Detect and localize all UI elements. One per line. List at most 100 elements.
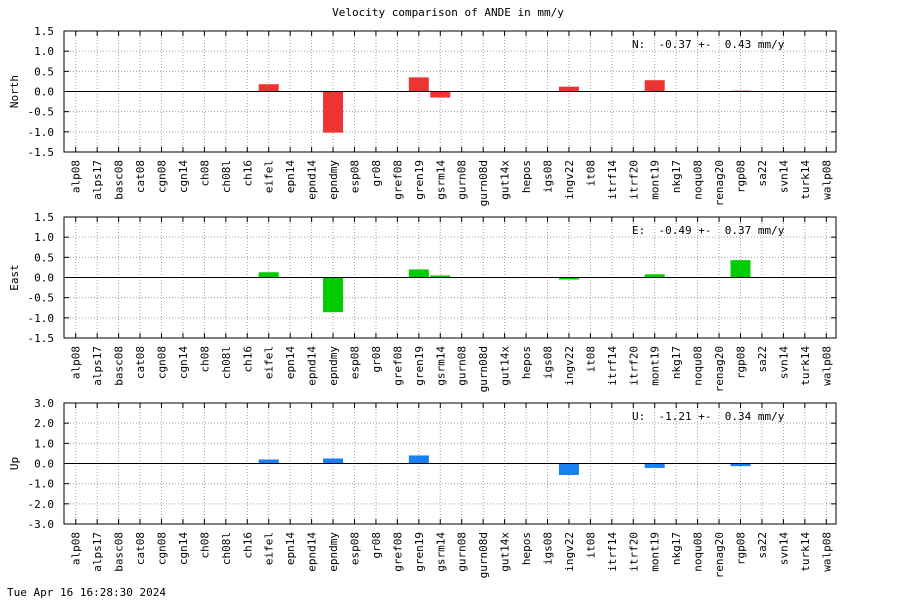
panels: -1.5 -1.0 -0.5 0.0 0.5 1.0 1.5 alp08 alps17 basc0… xyxy=(8,25,837,578)
bar-gren19 xyxy=(408,455,429,464)
x-tick-label: gut14x xyxy=(499,160,512,200)
x-tick-label: noqu08 xyxy=(692,346,705,386)
x-tick-label: itrf14 xyxy=(606,160,619,200)
chart-title: Velocity comparison of ANDE in mm/y xyxy=(332,6,564,19)
x-tick-label: rgp08 xyxy=(735,160,748,193)
bar-mont19 xyxy=(644,274,665,278)
x-tick-label: cgn14 xyxy=(177,346,190,379)
y-tick-label: 1.0 xyxy=(34,45,54,58)
x-tick-label: nkg17 xyxy=(670,346,683,379)
bar-gren19 xyxy=(408,269,429,278)
x-tick-label: epnd14 xyxy=(306,346,319,386)
x-tick-label: it08 xyxy=(584,160,597,187)
x-tick-label: esp08 xyxy=(349,160,362,193)
x-tick-label: alp08 xyxy=(70,346,83,379)
bar-epndmy xyxy=(323,458,344,464)
x-tick-label: epn14 xyxy=(284,532,297,565)
x-tick-label: gut14x xyxy=(499,532,512,572)
x-tick-label: it08 xyxy=(584,532,597,559)
x-tick-label: gref08 xyxy=(391,346,404,386)
x-tick-label: gref08 xyxy=(391,160,404,200)
x-tick-label: mont19 xyxy=(649,532,662,572)
bar-gsrm14 xyxy=(430,91,451,98)
x-tick-label: epnd14 xyxy=(306,160,319,200)
y-tick-label: -2.0 xyxy=(28,498,55,511)
x-tick-label: ch08l xyxy=(220,346,233,379)
x-tick-label: eifel xyxy=(263,160,276,193)
y-tick-label: 1.5 xyxy=(34,25,54,38)
x-tick-label: epndmy xyxy=(327,532,340,572)
x-tick-label: alps17 xyxy=(91,532,104,572)
x-tick-label: igs08 xyxy=(542,346,555,379)
y-tick-label: 0.0 xyxy=(34,86,54,99)
x-tick-label: gren19 xyxy=(413,532,426,572)
x-tick-label: esp08 xyxy=(349,532,362,565)
x-tick-label: sa22 xyxy=(756,346,769,373)
y-tick-label: -1.5 xyxy=(28,146,55,159)
x-tick-label: epndmy xyxy=(327,160,340,200)
bar-ingv22 xyxy=(558,277,579,280)
x-tick-label: ingv22 xyxy=(563,346,576,386)
x-tick-label: alps17 xyxy=(91,160,104,200)
x-tick-label: gr08 xyxy=(370,160,383,187)
x-tick-label: igs08 xyxy=(542,160,555,193)
y-tick-label: 0.0 xyxy=(34,272,54,285)
x-tick-label: eifel xyxy=(263,346,276,379)
bar-mont19 xyxy=(644,463,665,468)
x-tick-label: hepos xyxy=(520,160,533,193)
x-tick-label: ch16 xyxy=(241,532,254,559)
x-tick-label: it08 xyxy=(584,346,597,373)
bar-gren19 xyxy=(408,77,429,92)
x-tick-label: gsrm14 xyxy=(434,160,447,200)
x-tick-label: gurn08 xyxy=(456,160,469,200)
y-tick-label: 2.0 xyxy=(34,417,54,430)
bar-epndmy xyxy=(323,277,344,313)
x-tick-label: alp08 xyxy=(70,532,83,565)
x-tick-label: alp08 xyxy=(70,160,83,193)
x-tick-label: epndmy xyxy=(327,346,340,386)
x-tick-label: mont19 xyxy=(649,160,662,200)
panel-east: -1.5 -1.0 -0.5 0.0 0.5 1.0 1.5 alp08 alps17 basc0… xyxy=(8,211,837,392)
x-tick-label: eifel xyxy=(263,532,276,565)
x-tick-label: rgp08 xyxy=(735,532,748,565)
x-tick-label: alps17 xyxy=(91,346,104,386)
bar-eifel xyxy=(258,459,279,464)
y-tick-label: -0.5 xyxy=(28,106,55,119)
x-tick-label: epnd14 xyxy=(306,532,319,572)
y-tick-label: -3.0 xyxy=(28,518,55,531)
x-tick-label: ch08 xyxy=(198,346,211,373)
x-tick-label: epn14 xyxy=(284,346,297,379)
x-tick-label: epn14 xyxy=(284,160,297,193)
y-tick-label: -1.0 xyxy=(28,312,55,325)
x-tick-label: gurn08 xyxy=(456,532,469,572)
x-tick-label: cgn14 xyxy=(177,160,190,193)
y-tick-label: 1.0 xyxy=(34,437,54,450)
x-tick-label: cgn14 xyxy=(177,532,190,565)
y-tick-label: 0.5 xyxy=(34,251,54,264)
x-tick-label: cat08 xyxy=(134,160,147,193)
x-tick-label: ingv22 xyxy=(563,160,576,200)
x-tick-label: cgn08 xyxy=(156,160,169,193)
x-tick-label: gr08 xyxy=(370,346,383,373)
x-tick-label: svn14 xyxy=(777,532,790,565)
bar-eifel xyxy=(258,84,279,92)
x-tick-label: itrf20 xyxy=(627,532,640,572)
stats-annotation: U: -1.21 +- 0.34 mm/y xyxy=(632,410,785,423)
x-tick-label: itrf20 xyxy=(627,160,640,200)
x-tick-label: itrf14 xyxy=(606,346,619,386)
x-tick-label: gurn08d xyxy=(477,346,490,392)
y-axis-label: Up xyxy=(8,457,21,470)
x-tick-label: renag20 xyxy=(713,160,726,206)
y-axis-label: East xyxy=(8,264,21,291)
x-tick-label: esp08 xyxy=(349,346,362,379)
x-tick-label: svn14 xyxy=(777,346,790,379)
x-tick-label: gurn08d xyxy=(477,532,490,578)
bar-gsrm14 xyxy=(430,275,451,278)
timestamp: Tue Apr 16 16:28:30 2024 xyxy=(7,586,166,599)
x-tick-label: basc08 xyxy=(113,532,126,572)
y-axis-label: North xyxy=(8,75,21,108)
x-tick-label: hepos xyxy=(520,532,533,565)
x-tick-label: gsrm14 xyxy=(434,346,447,386)
x-tick-label: walp08 xyxy=(820,532,833,572)
x-tick-label: cat08 xyxy=(134,532,147,565)
